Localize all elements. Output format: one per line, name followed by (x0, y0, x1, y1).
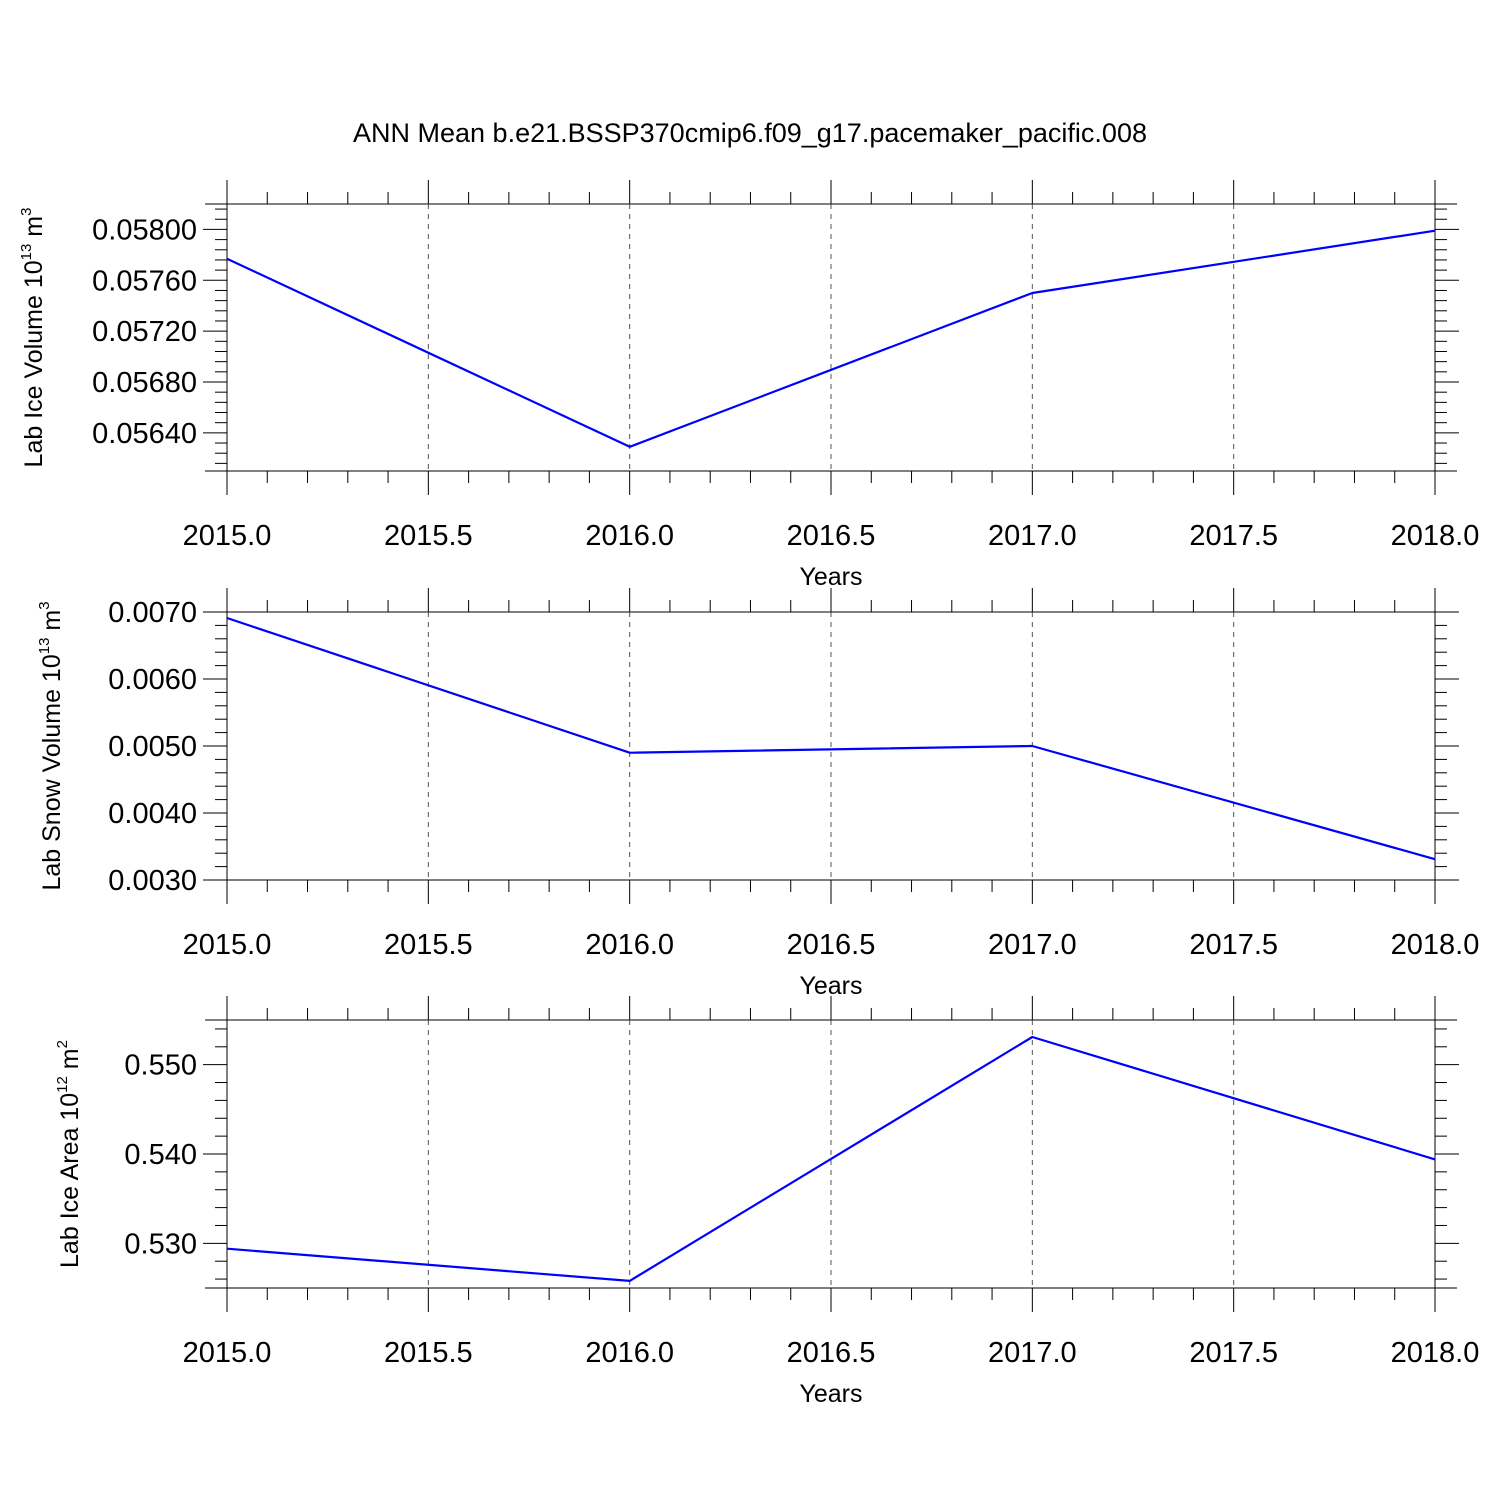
y-tick-label: 0.530 (124, 1228, 197, 1260)
x-tick-label: 2017.0 (988, 929, 1077, 961)
y-axis-title-base: Lab Ice Volume 10 (20, 260, 48, 467)
x-axis-title: Years (799, 563, 862, 591)
y-tick-label: 0.0050 (108, 731, 197, 763)
y-axis-title-unit: m (38, 610, 66, 638)
y-axis-title-unit-exponent: 3 (18, 208, 35, 216)
x-tick-label: 2015.0 (183, 520, 272, 552)
chart-title: ANN Mean b.e21.BSSP370cmip6.f09_g17.pace… (353, 118, 1147, 148)
x-tick-label: 2017.0 (988, 520, 1077, 552)
x-tick-label: 2015.0 (183, 1337, 272, 1369)
chart-panel-1: 2015.0 2015.5 2016.0 2016.5 2017.0 2017.5 2018… (18, 180, 1479, 591)
x-tick-label: 2016.5 (787, 520, 876, 552)
y-axis-title-unit: m (56, 1048, 84, 1076)
x-tick-label: 2015.0 (183, 929, 272, 961)
y-axis-title-exponent: 13 (18, 244, 35, 261)
chart-panel-3: 2015.0 2015.5 2016.0 2016.5 2017.0 2017.5 2018… (54, 996, 1479, 1408)
y-tick-label: 0.05720 (92, 316, 197, 348)
y-axis-title: Lab Ice Area 1012 m2 (54, 1040, 84, 1268)
y-tick-label: 0.05640 (92, 418, 197, 450)
x-tick-label: 2015.5 (384, 929, 473, 961)
y-tick-label: 0.05680 (92, 367, 197, 399)
panels: 2015.0 2015.5 2016.0 2016.5 2017.0 2017.5 2018… (18, 180, 1479, 1408)
y-tick-label: 0.0030 (108, 865, 197, 897)
y-axis-title-base: Lab Snow Volume 10 (38, 654, 66, 890)
y-axis-title-base: Lab Ice Area 10 (56, 1093, 84, 1268)
y-axis-title: Lab Ice Volume 1013 m3 (18, 208, 48, 468)
y-tick-label: 0.550 (124, 1050, 197, 1082)
x-tick-label: 2017.5 (1189, 1337, 1278, 1369)
y-axis-title-unit-exponent: 2 (54, 1040, 71, 1048)
x-tick-label: 2015.5 (384, 520, 473, 552)
y-axis-title-exponent: 12 (54, 1076, 71, 1093)
x-tick-label: 2015.5 (384, 1337, 473, 1369)
x-tick-label: 2016.0 (585, 1337, 674, 1369)
x-tick-label: 2017.5 (1189, 520, 1278, 552)
y-tick-label: 0.0040 (108, 798, 197, 830)
x-axis-title: Years (799, 972, 862, 1000)
y-tick-label: 0.05760 (92, 265, 197, 297)
y-axis-title-unit: m (20, 216, 48, 244)
y-tick-label: 0.0060 (108, 664, 197, 696)
y-axis-title-exponent: 13 (36, 638, 53, 655)
x-tick-label: 2017.0 (988, 1337, 1077, 1369)
y-tick-label: 0.0070 (108, 597, 197, 629)
x-tick-label: 2017.5 (1189, 929, 1278, 961)
y-axis-title-unit-exponent: 3 (36, 601, 53, 609)
y-tick-label: 0.05800 (92, 214, 197, 246)
series-line (226, 1035, 1436, 1283)
x-tick-label: 2018.0 (1391, 520, 1480, 552)
x-tick-label: 2016.0 (585, 520, 674, 552)
x-tick-label: 2018.0 (1391, 1337, 1480, 1369)
series-line (226, 229, 1436, 448)
chart-panel-2: 2015.0 2015.5 2016.0 2016.5 2017.0 2017.5 2018… (36, 588, 1479, 1000)
x-tick-label: 2016.5 (787, 1337, 876, 1369)
x-axis-title: Years (799, 1380, 862, 1408)
y-axis-title: Lab Snow Volume 1013 m3 (36, 601, 66, 890)
x-tick-label: 2016.5 (787, 929, 876, 961)
x-tick-label: 2016.0 (585, 929, 674, 961)
x-tick-label: 2018.0 (1391, 929, 1480, 961)
y-tick-label: 0.540 (124, 1139, 197, 1171)
series-line (226, 616, 1436, 861)
